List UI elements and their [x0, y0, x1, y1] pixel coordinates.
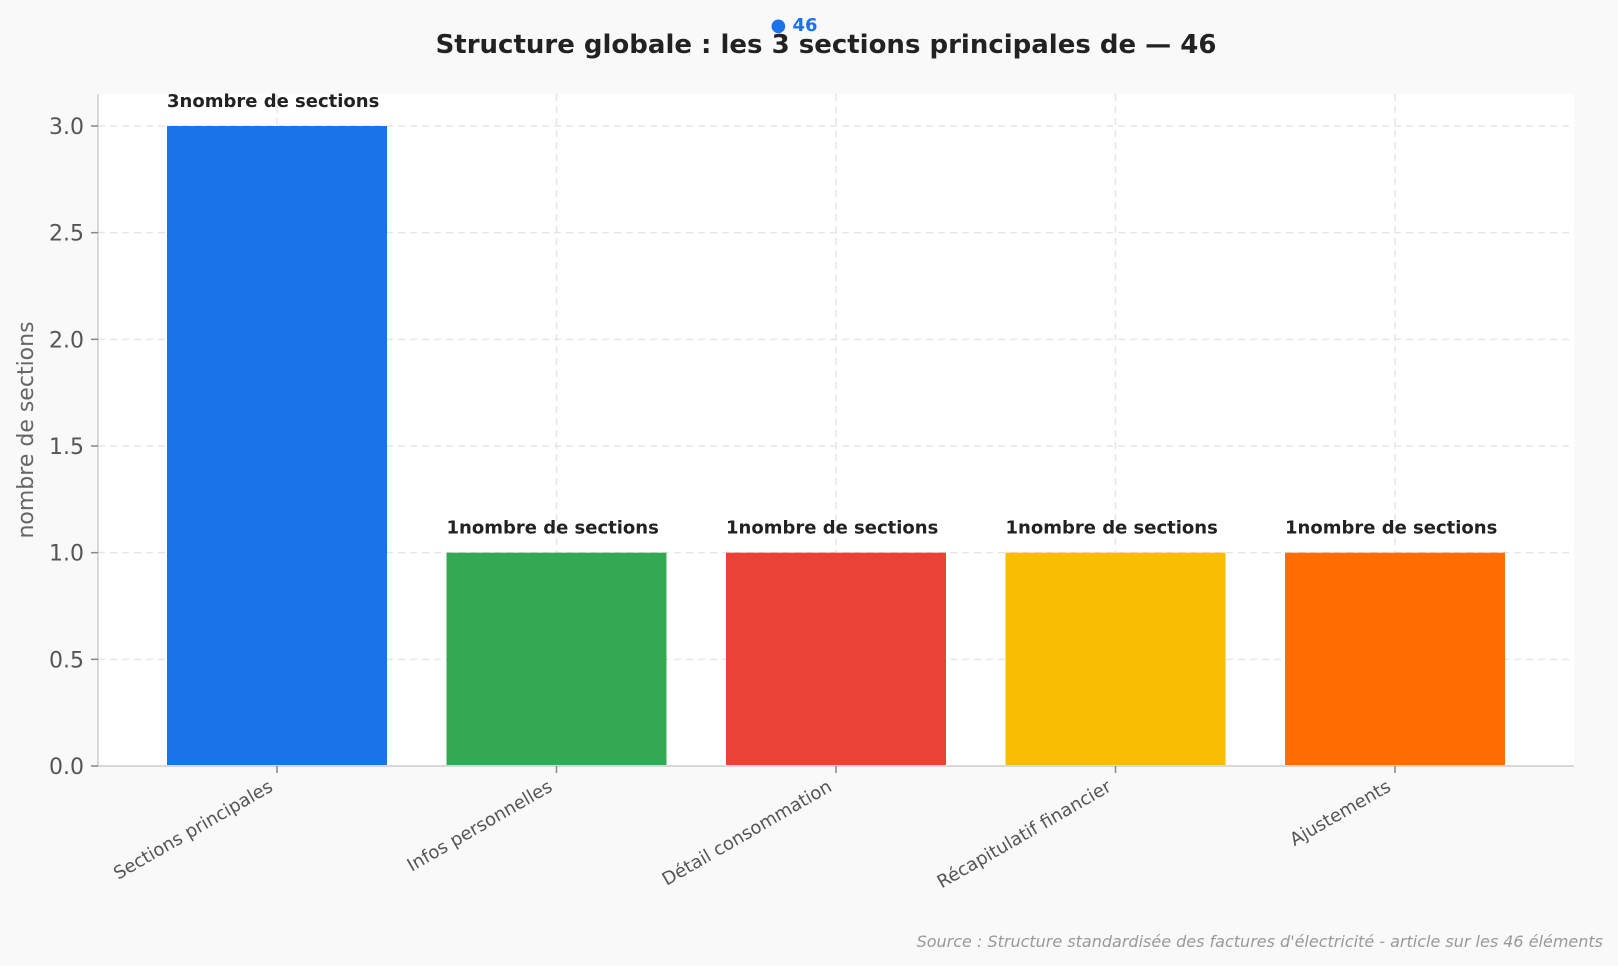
- bar: [446, 552, 667, 765]
- y-tick-label: 1.5: [49, 435, 84, 460]
- y-tick-label: 0.5: [49, 648, 84, 673]
- source-note: Source : Structure standardisée des fact…: [917, 932, 1603, 951]
- y-tick-label: 2.5: [49, 222, 84, 247]
- data-label: 3nombre de sections: [167, 91, 379, 112]
- ticks-layer: 0.0 0.5 1.0 1.5 2.0 2.5 3.0: [49, 115, 1396, 780]
- bar: [1005, 552, 1226, 765]
- y-axis-label: nombre de sections: [14, 321, 39, 538]
- data-label: 1nombre de sections: [1006, 518, 1218, 539]
- y-tick-label: 0.0: [49, 755, 84, 780]
- bars-layer: [167, 126, 1505, 765]
- chart-title: Structure globale : les 3 sections princ…: [436, 30, 1217, 60]
- bar: [1285, 552, 1505, 765]
- bar: [726, 552, 946, 765]
- data-label: 1nombre de sections: [1285, 518, 1497, 539]
- y-tick-label: 2.0: [49, 328, 84, 353]
- y-tick-label: 3.0: [49, 115, 84, 140]
- data-label: 1nombre de sections: [447, 518, 659, 539]
- data-label: 1nombre de sections: [726, 518, 938, 539]
- y-tick-label: 1.0: [49, 542, 84, 567]
- bar: [167, 126, 387, 765]
- badge-label: ● 46: [770, 15, 817, 36]
